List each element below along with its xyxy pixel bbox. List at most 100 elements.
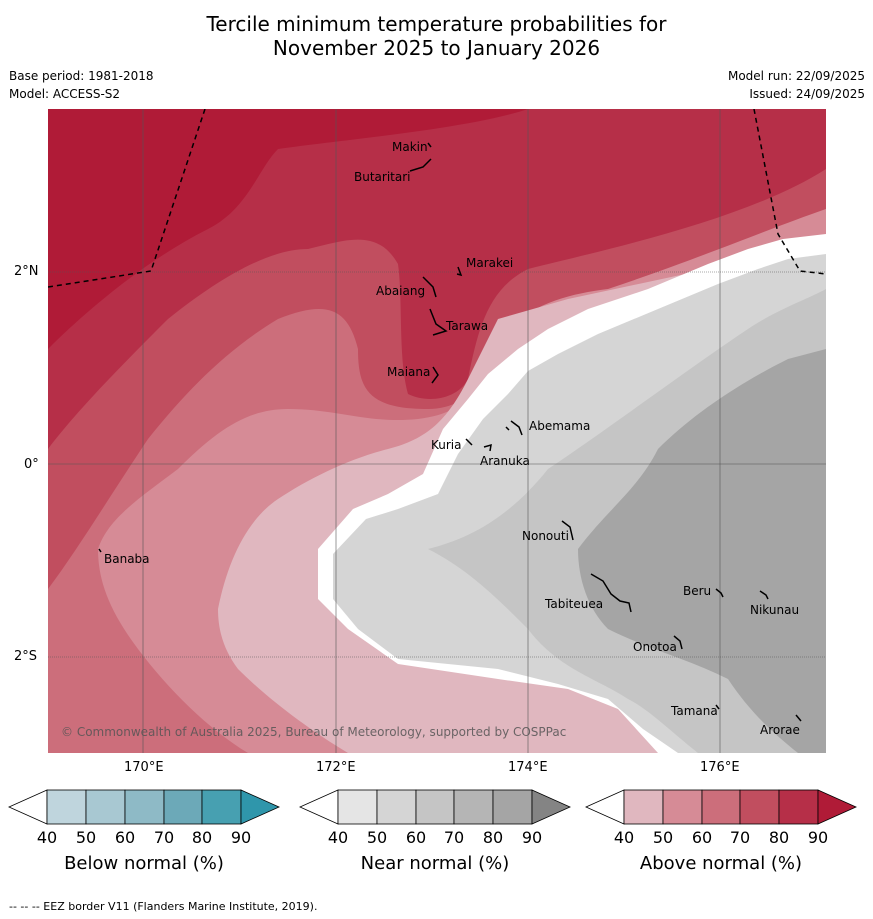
island-marakei-shape (456, 266, 463, 277)
colorbar-below-40 (46, 789, 87, 825)
colorbar-above-60 (701, 789, 741, 825)
tick-below-60: 60 (114, 828, 136, 847)
base-period: Base period: 1981-2018 (9, 69, 154, 83)
island-butaritari-shape (409, 158, 432, 172)
island-makin-shape (427, 142, 432, 148)
colorbar-above-80 (778, 789, 819, 825)
island-label-abemama: Abemama (529, 419, 590, 433)
island-label-abaiang: Abaiang (376, 284, 425, 298)
island-aranuka-shape (483, 443, 492, 452)
colorbar-near-80 (492, 789, 533, 825)
tick-near-40: 40 (327, 828, 349, 847)
tick-above-90: 90 (807, 828, 829, 847)
tick-below-50: 50 (75, 828, 97, 847)
island-nikunau-shape (759, 590, 769, 600)
island-label-banaba: Banaba (104, 552, 150, 566)
chart-title: Tercile minimum temperature probabilitie… (0, 12, 873, 60)
island-label-nikunau: Nikunau (750, 603, 799, 617)
island-label-onotoa: Onotoa (633, 640, 677, 654)
island-label-maiana: Maiana (387, 365, 430, 379)
island-label-tamana: Tamana (670, 704, 718, 718)
lon-label-176e: 176°E (700, 760, 740, 775)
island-label-makin: Makin (392, 140, 428, 154)
island-label-marakei: Marakei (466, 256, 513, 270)
colorbar-near-50 (376, 789, 417, 825)
tick-below-80: 80 (191, 828, 213, 847)
probability-map: Makin Butaritari Marakei Abaiang Tarawa … (48, 109, 826, 753)
island-beru-shape (715, 588, 724, 598)
colorbar-above (585, 789, 857, 825)
island-maiana-shape (431, 366, 439, 384)
island-tarawa-shape (429, 308, 448, 336)
tick-below-70: 70 (153, 828, 175, 847)
colorbar-above-40 (623, 789, 664, 825)
island-outlines (98, 142, 802, 722)
title-line-1: Tercile minimum temperature probabilitie… (206, 12, 667, 36)
lon-label-170e: 170°E (124, 760, 164, 775)
colorbar-below-label: Below normal (%) (64, 853, 224, 874)
island-labels: Makin Butaritari Marakei Abaiang Tarawa … (104, 140, 800, 737)
tick-below-90: 90 (230, 828, 252, 847)
colorbar-below-min-arrow (8, 789, 48, 825)
tick-near-60: 60 (405, 828, 427, 847)
island-tamana-shape (715, 704, 720, 710)
map-panel: Makin Butaritari Marakei Abaiang Tarawa … (48, 109, 826, 753)
title-line-2: November 2025 to January 2026 (272, 36, 601, 60)
island-label-nonouti: Nonouti (522, 529, 569, 543)
graticule (48, 109, 826, 753)
lat-label-0: 0° (24, 457, 39, 472)
colorbar-near-70 (453, 789, 494, 825)
island-label-beru: Beru (683, 584, 711, 598)
island-label-aranuka: Aranuka (480, 454, 530, 468)
tick-above-50: 50 (652, 828, 674, 847)
island-label-arorae: Arorae (760, 723, 800, 737)
lon-label-172e: 172°E (316, 760, 356, 775)
colorbar-near-label: Near normal (%) (360, 853, 510, 874)
colorbar-below-max-arrow (240, 789, 280, 825)
tick-above-40: 40 (613, 828, 635, 847)
colorbar-below-60 (124, 789, 165, 825)
eez-border-west (48, 109, 206, 288)
colorbar-above-label: Above normal (%) (639, 853, 803, 874)
lat-label-2n: 2°N (14, 264, 39, 279)
colorbar-near (299, 789, 571, 825)
colorbar-below (8, 789, 280, 825)
island-label-tabiteuea: Tabiteuea (544, 597, 603, 611)
colorbar-near-60 (415, 789, 455, 825)
island-nonouti-shape (561, 520, 574, 541)
zone-near-70 (578, 349, 826, 753)
tick-near-50: 50 (366, 828, 388, 847)
tick-near-90: 90 (521, 828, 543, 847)
eez-footnote: -- -- -- EEZ border V11 (Flanders Marine… (9, 900, 318, 913)
issued-date: Issued: 24/09/2025 (749, 87, 865, 101)
copyright-notice: © Commonwealth of Australia 2025, Bureau… (61, 725, 566, 739)
colorbar-near-40 (337, 789, 378, 825)
lon-label-174e: 174°E (508, 760, 548, 775)
colorbar-above-70 (739, 789, 780, 825)
island-label-tarawa: Tarawa (445, 319, 488, 333)
colorbar-below-70 (163, 789, 203, 825)
island-arorae-shape (795, 714, 802, 722)
model-name: Model: ACCESS-S2 (9, 87, 121, 101)
lat-label-2s: 2°S (14, 649, 38, 664)
colorbar-below-80 (201, 789, 242, 825)
eez-border (48, 109, 826, 288)
island-tabiteuea-shape (590, 573, 632, 613)
tick-above-60: 60 (691, 828, 713, 847)
colorbar-above-min-arrow (585, 789, 625, 825)
colorbar-near-min-arrow (299, 789, 339, 825)
tick-above-80: 80 (768, 828, 790, 847)
island-label-kuria: Kuria (431, 438, 462, 452)
tick-above-70: 70 (729, 828, 751, 847)
model-run: Model run: 22/09/2025 (727, 69, 865, 83)
colorbar-above-50 (662, 789, 703, 825)
colorbar-below-50 (85, 789, 126, 825)
tick-below-40: 40 (36, 828, 58, 847)
island-kuria-shape (465, 438, 473, 446)
eez-border-east (753, 109, 826, 275)
colorbar-above-max-arrow (817, 789, 857, 825)
island-banaba-shape (98, 548, 102, 553)
island-abemama-shape (505, 420, 523, 436)
island-label-butaritari: Butaritari (354, 170, 411, 184)
tick-near-70: 70 (443, 828, 465, 847)
